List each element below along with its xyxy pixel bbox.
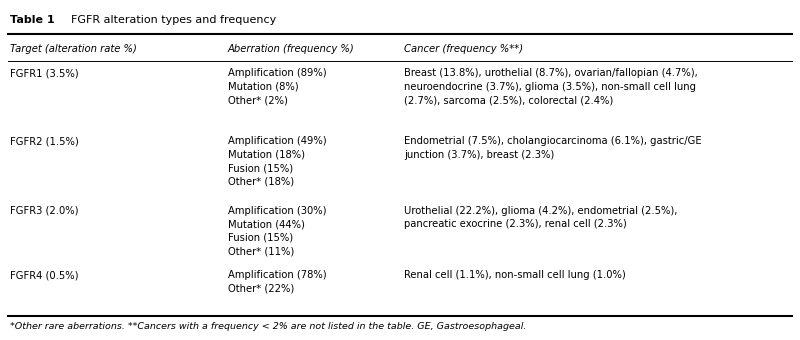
Text: FGFR3 (2.0%): FGFR3 (2.0%) (10, 206, 78, 216)
Text: Urothelial (22.2%), glioma (4.2%), endometrial (2.5%),
pancreatic exocrine (2.3%: Urothelial (22.2%), glioma (4.2%), endom… (404, 206, 678, 229)
Text: FGFR4 (0.5%): FGFR4 (0.5%) (10, 270, 78, 280)
Text: FGFR alteration types and frequency: FGFR alteration types and frequency (64, 15, 276, 25)
Text: Cancer (frequency %**): Cancer (frequency %**) (404, 44, 523, 54)
Text: Amplification (78%)
Other* (22%): Amplification (78%) Other* (22%) (228, 270, 326, 294)
Text: Endometrial (7.5%), cholangiocarcinoma (6.1%), gastric/GE
junction (3.7%), breas: Endometrial (7.5%), cholangiocarcinoma (… (404, 136, 702, 159)
Text: Aberration (frequency %): Aberration (frequency %) (228, 44, 354, 54)
Text: FGFR2 (1.5%): FGFR2 (1.5%) (10, 136, 78, 146)
Text: Amplification (30%)
Mutation (44%)
Fusion (15%)
Other* (11%): Amplification (30%) Mutation (44%) Fusio… (228, 206, 326, 256)
Text: Amplification (89%)
Mutation (8%)
Other* (2%): Amplification (89%) Mutation (8%) Other*… (228, 68, 326, 105)
Text: Breast (13.8%), urothelial (8.7%), ovarian/fallopian (4.7%),
neuroendocrine (3.7: Breast (13.8%), urothelial (8.7%), ovari… (404, 68, 698, 105)
Text: Table 1: Table 1 (10, 15, 54, 25)
Text: *Other rare aberrations. **Cancers with a frequency < 2% are not listed in the t: *Other rare aberrations. **Cancers with … (10, 322, 526, 331)
Text: Renal cell (1.1%), non-small cell lung (1.0%): Renal cell (1.1%), non-small cell lung (… (404, 270, 626, 280)
Text: Amplification (49%)
Mutation (18%)
Fusion (15%)
Other* (18%): Amplification (49%) Mutation (18%) Fusio… (228, 136, 326, 187)
Text: Target (alteration rate %): Target (alteration rate %) (10, 44, 137, 54)
Text: FGFR1 (3.5%): FGFR1 (3.5%) (10, 68, 78, 78)
